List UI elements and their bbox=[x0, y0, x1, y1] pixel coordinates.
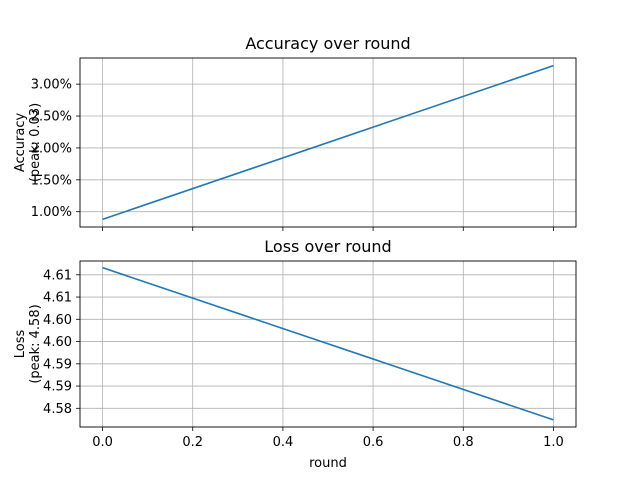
y-tick-label: 2.50% bbox=[31, 110, 72, 125]
y-tick-label: 4.60 bbox=[43, 335, 72, 350]
x-tick-label: 0.2 bbox=[182, 435, 203, 450]
chart-panel-1: 1.00% 1.50% 2.00% 2.50% 3.00% Accuracy over r… bbox=[13, 34, 577, 231]
x-tick-label: 0.6 bbox=[363, 435, 384, 450]
x-tick-label: 1.0 bbox=[543, 435, 564, 450]
chart-title: Accuracy over round bbox=[245, 34, 410, 53]
y-tick-label: 3.00% bbox=[31, 78, 72, 93]
y-tick-label: 4.58 bbox=[43, 402, 72, 417]
y-tick-label: 1.00% bbox=[31, 205, 72, 220]
y-axis-label: Loss(peak: 4.58) bbox=[13, 304, 43, 383]
y-tick-label: 1.50% bbox=[31, 173, 72, 188]
y-tick-label: 2.00% bbox=[31, 141, 72, 156]
x-tick-label: 0.4 bbox=[273, 435, 294, 450]
y-tick-label: 4.61 bbox=[43, 291, 72, 306]
y-tick-label: 4.59 bbox=[43, 357, 72, 372]
y-axis-label: Accuracy(peak: 0.03) bbox=[13, 103, 43, 182]
axes-frame bbox=[79, 260, 577, 428]
y-tick-label: 4.59 bbox=[43, 380, 72, 395]
series-line-1 bbox=[102, 266, 554, 421]
chart-title: Loss over round bbox=[264, 237, 391, 256]
x-tick-label: 0.0 bbox=[92, 435, 113, 450]
x-axis-label: round bbox=[309, 456, 347, 471]
chart-panel-2: 0.0 0.2 0.4 0.6 0.8 1.0 4.58 4.59 4.59 4.60 4.60 4.… bbox=[13, 237, 577, 471]
y-tick-label: 4.60 bbox=[43, 313, 72, 328]
y-tick-label: 4.61 bbox=[43, 268, 72, 283]
x-tick-label: 0.8 bbox=[453, 435, 474, 450]
series-line-1 bbox=[102, 64, 554, 221]
axes-frame bbox=[79, 57, 577, 228]
